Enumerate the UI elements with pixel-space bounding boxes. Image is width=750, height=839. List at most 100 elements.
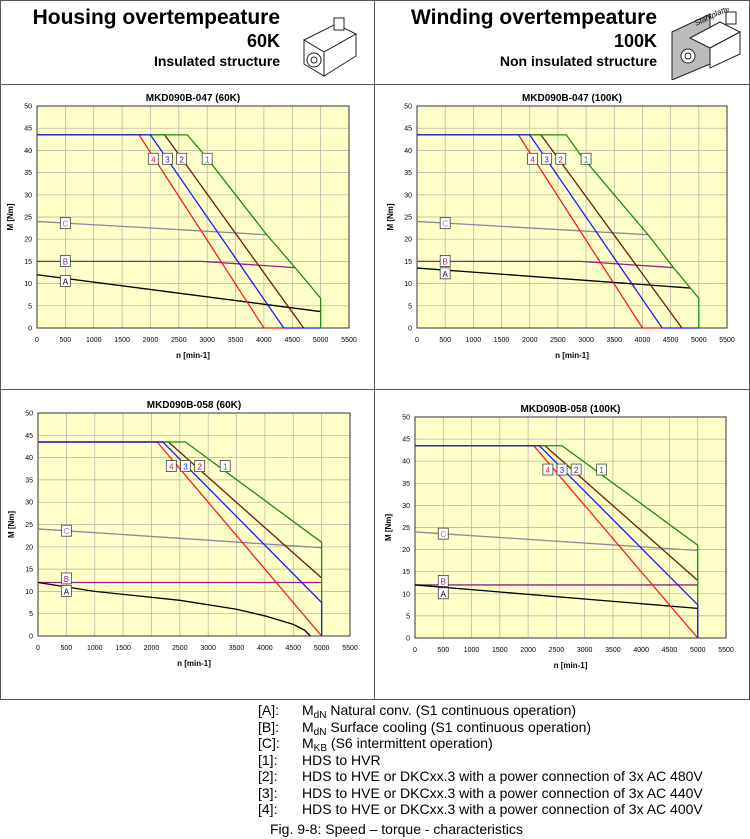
header-left-structure: Insulated structure <box>153 53 280 69</box>
legend-text: HDS to HVE or DKCxx.3 with a power conne… <box>302 768 703 784</box>
x-tick-label: 2000 <box>522 337 538 344</box>
x-tick-label: 3500 <box>228 337 244 344</box>
legend-text: MdN Surface cooling (S1 continuous opera… <box>302 719 591 741</box>
curve-label-box <box>439 217 451 230</box>
curve-1 <box>37 134 322 328</box>
x-tick-label: 500 <box>437 647 449 654</box>
curve-label-box <box>59 274 71 287</box>
motor-steel-plate-icon: Stahlplatte <box>671 8 742 80</box>
y-tick-label: 10 <box>402 591 410 598</box>
curve-label-box <box>439 254 451 267</box>
curve-3 <box>415 445 699 638</box>
curve-B <box>417 260 674 269</box>
x-tick-label: 4500 <box>663 337 679 344</box>
y-tick-label: 45 <box>404 126 412 133</box>
x-tick-label: 1500 <box>492 647 508 654</box>
x-tick-label: 2500 <box>549 647 565 654</box>
legend-description: HDS to HVR <box>302 751 381 768</box>
legend-text: MKB (S6 intermittent operation) <box>302 735 493 757</box>
y-tick-label: 20 <box>24 237 32 244</box>
y-tick-label: 20 <box>402 547 410 554</box>
y-tick-label: 30 <box>402 503 410 510</box>
curve-label-box <box>439 267 451 280</box>
y-tick-label: 40 <box>24 148 32 155</box>
x-tick-label: 5000 <box>314 645 330 652</box>
curve-label-1: 1 <box>205 155 210 164</box>
y-tick-label: 45 <box>24 126 32 133</box>
curve-label-2: 2 <box>197 463 202 472</box>
legend-subscript: KB <box>313 743 328 754</box>
curve-label-box <box>527 152 538 165</box>
curve-3 <box>38 441 323 636</box>
curve-label-box <box>437 527 449 540</box>
chart-title: MKD090B-058 (100K) <box>520 404 620 415</box>
y-tick-label: 35 <box>402 481 410 488</box>
curve-label-box <box>162 152 173 165</box>
curve-label-A: A <box>64 587 70 596</box>
curve-label-C: C <box>63 527 69 536</box>
y-tick-label: 20 <box>404 237 412 244</box>
x-tick-label: 4000 <box>635 337 651 344</box>
y-tick-label: 30 <box>24 192 32 199</box>
x-tick-label: 5000 <box>691 337 707 344</box>
plot-border <box>37 412 351 637</box>
curve-C <box>416 220 649 236</box>
curve-label-box <box>541 152 553 165</box>
y-tick-label: 25 <box>25 522 33 529</box>
curve-label-box <box>176 152 188 165</box>
x-tick-label: 2500 <box>550 337 566 344</box>
y-axis-label: M [Nm] <box>6 203 15 230</box>
x-tick-label: 4000 <box>633 647 649 654</box>
curve-C <box>36 220 267 236</box>
legend-description: (S6 intermittent operation) <box>327 735 493 751</box>
y-tick-label: 35 <box>24 170 32 177</box>
chart-mkd090b-047-60k: 0 500 1000 1500 2000 2500 3000 3500 4000 4500 5000… <box>6 93 357 360</box>
x-tick-label: 2000 <box>520 647 536 654</box>
x-tick-label: 4500 <box>284 337 300 344</box>
curve-label-C: C <box>440 530 446 539</box>
curve-label-A: A <box>63 277 69 286</box>
curve-label-box <box>580 152 592 165</box>
x-axis-label: n [min-1] <box>554 661 588 670</box>
x-tick-label: 1000 <box>86 337 102 344</box>
legend-symbol: M <box>302 718 314 735</box>
curve-label-box <box>201 152 213 165</box>
header-left: Housing overtempeature 60K Insulated str… <box>33 6 280 70</box>
curve-label-2: 2 <box>574 466 579 475</box>
header-right-title: Winding overtempeature <box>410 6 657 29</box>
curve-B <box>37 260 296 269</box>
y-tick-label: 15 <box>25 567 33 574</box>
curve-A <box>416 267 691 289</box>
legend-key: [B]: <box>258 718 280 735</box>
legend-subscript: dN <box>313 726 327 738</box>
curve-label-box <box>180 460 191 472</box>
x-tick-label: 1500 <box>115 645 131 652</box>
curve-label-4: 4 <box>546 466 551 475</box>
x-tick-label: 5000 <box>313 337 329 344</box>
x-tick-label: 2500 <box>171 337 187 344</box>
y-tick-label: 15 <box>402 569 410 576</box>
curve-label-box <box>219 460 231 472</box>
y-tick-label: 50 <box>25 411 33 418</box>
curve-label-box <box>555 152 567 165</box>
x-tick-label: 4500 <box>285 645 301 652</box>
y-tick-label: 45 <box>25 433 33 440</box>
y-tick-label: 20 <box>25 544 33 551</box>
curve-C <box>414 531 698 552</box>
y-tick-label: 10 <box>24 281 32 288</box>
chart-mkd090b-058-60k: 0 500 1000 1500 2000 2500 3000 3500 4000 4500 5000… <box>7 400 358 668</box>
x-tick-label: 3000 <box>199 337 215 344</box>
y-tick-label: 0 <box>406 636 410 643</box>
curve-3 <box>417 134 699 329</box>
y-axis-label: M [Nm] <box>7 511 16 538</box>
y-tick-label: 10 <box>25 589 33 596</box>
x-tick-label: 3500 <box>606 337 622 344</box>
curve-label-A: A <box>443 270 449 279</box>
legend-description: Surface cooling (S1 continuous operation… <box>326 718 592 735</box>
y-tick-label: 10 <box>404 281 412 288</box>
y-tick-label: 30 <box>25 500 33 507</box>
x-tick-label: 3000 <box>200 645 216 652</box>
legend-symbol: M <box>302 702 314 718</box>
curve-label-3: 3 <box>560 466 565 475</box>
header-right-temp: 100K <box>613 31 657 51</box>
